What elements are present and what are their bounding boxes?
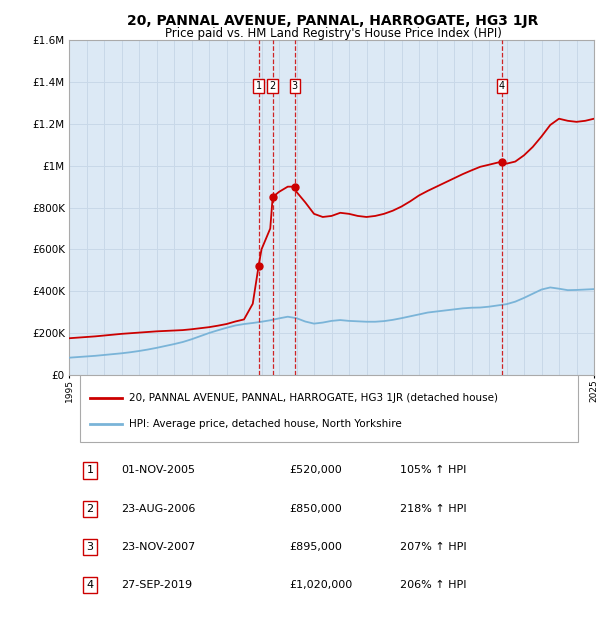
Text: 20, PANNAL AVENUE, PANNAL, HARROGATE, HG3 1JR: 20, PANNAL AVENUE, PANNAL, HARROGATE, HG…: [127, 14, 539, 28]
Text: 27-SEP-2019: 27-SEP-2019: [121, 580, 193, 590]
Text: 20, PANNAL AVENUE, PANNAL, HARROGATE, HG3 1JR (detached house): 20, PANNAL AVENUE, PANNAL, HARROGATE, HG…: [130, 392, 499, 402]
Text: £895,000: £895,000: [290, 542, 343, 552]
Text: HPI: Average price, detached house, North Yorkshire: HPI: Average price, detached house, Nort…: [130, 419, 402, 429]
Text: 1: 1: [256, 81, 262, 91]
Text: 4: 4: [499, 81, 505, 91]
Text: 1: 1: [86, 466, 94, 476]
Text: £520,000: £520,000: [290, 466, 342, 476]
Text: 01-NOV-2005: 01-NOV-2005: [121, 466, 196, 476]
Text: 206% ↑ HPI: 206% ↑ HPI: [400, 580, 466, 590]
Text: 4: 4: [86, 580, 94, 590]
Text: Price paid vs. HM Land Registry's House Price Index (HPI): Price paid vs. HM Land Registry's House …: [164, 27, 502, 40]
Text: 2: 2: [86, 503, 94, 513]
Text: £1,020,000: £1,020,000: [290, 580, 353, 590]
Text: 23-AUG-2006: 23-AUG-2006: [121, 503, 196, 513]
Text: 23-NOV-2007: 23-NOV-2007: [121, 542, 196, 552]
Text: 218% ↑ HPI: 218% ↑ HPI: [400, 503, 466, 513]
Text: 207% ↑ HPI: 207% ↑ HPI: [400, 542, 466, 552]
Text: 3: 3: [292, 81, 298, 91]
Text: £850,000: £850,000: [290, 503, 342, 513]
Text: 3: 3: [86, 542, 94, 552]
Text: 2: 2: [269, 81, 276, 91]
Text: 105% ↑ HPI: 105% ↑ HPI: [400, 466, 466, 476]
